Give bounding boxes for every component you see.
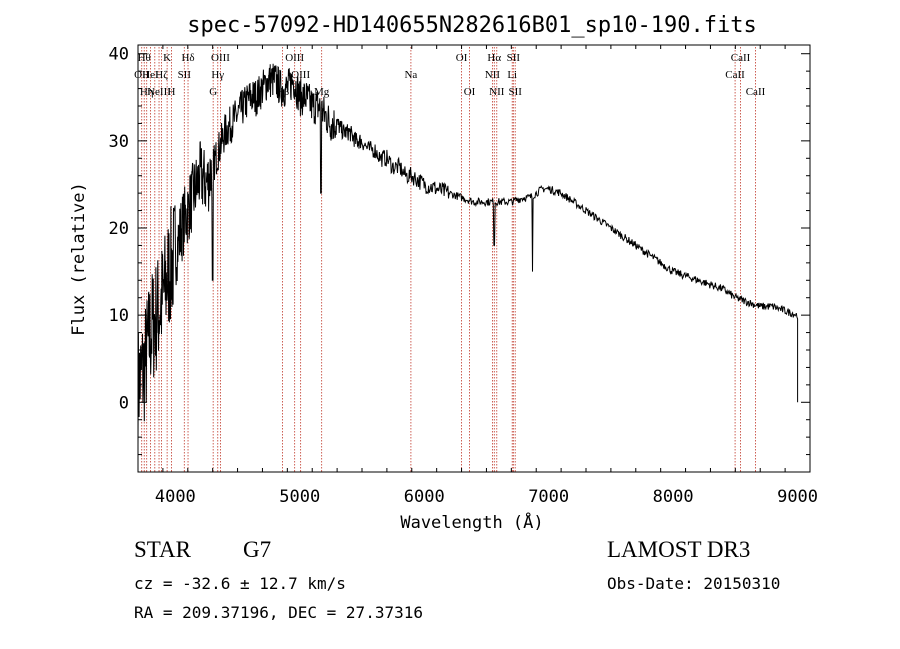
y-tick-label: 30 bbox=[109, 132, 129, 152]
line-marker-label: OIII bbox=[285, 52, 304, 64]
x-tick-label: 8000 bbox=[653, 487, 694, 507]
line-marker-label: Hθ bbox=[138, 52, 151, 64]
line-marker-label: NeIII bbox=[147, 86, 171, 98]
x-tick-label: 7000 bbox=[528, 487, 569, 507]
line-marker-label: SII bbox=[508, 86, 522, 98]
line-marker-label: OI bbox=[464, 86, 476, 98]
plot-frame bbox=[137, 44, 811, 473]
line-marker-labels: HθOIIHηHeINeIIIHζKHSIIHδGHγOIIIHβOIIIOII… bbox=[134, 52, 766, 98]
line-marker-label: H bbox=[167, 86, 175, 98]
line-marker-label: Li bbox=[507, 69, 517, 81]
line-marker-label: Hζ bbox=[155, 69, 168, 81]
x-tick-label: 9000 bbox=[777, 487, 818, 507]
spectral-subclass: G7 bbox=[243, 537, 272, 562]
line-marker-label: OIII bbox=[291, 69, 310, 81]
line-marker-label: NII bbox=[485, 69, 501, 81]
x-axis: 4000 5000 6000 7000 8000 9000 bbox=[137, 45, 818, 507]
line-markers bbox=[141, 47, 756, 472]
x-tick-label: 4000 bbox=[155, 487, 196, 507]
line-marker-label: NII bbox=[489, 86, 505, 98]
line-marker-label: Hη bbox=[140, 86, 154, 98]
chart-title: spec-57092-HD140655N282616B01_sp10-190.f… bbox=[187, 13, 757, 38]
y-tick-label: 20 bbox=[109, 219, 129, 239]
line-marker-label: G bbox=[209, 86, 217, 98]
spectrum-line bbox=[137, 63, 799, 446]
line-marker-label: Hδ bbox=[181, 52, 194, 64]
y-tick-label: 0 bbox=[119, 393, 129, 413]
x-tick-label: 5000 bbox=[279, 487, 320, 507]
line-marker-label: CaII bbox=[731, 52, 751, 64]
line-marker-label: Na bbox=[404, 69, 417, 81]
x-tick-label: 6000 bbox=[404, 487, 445, 507]
line-marker-label: Hγ bbox=[211, 69, 224, 81]
line-marker-label: CaII bbox=[746, 86, 766, 98]
line-marker-label: OIII bbox=[211, 52, 230, 64]
y-tick-label: 10 bbox=[109, 306, 129, 326]
coordinates: RA = 209.37196, DEC = 27.37316 bbox=[134, 603, 423, 622]
object-class: STAR bbox=[134, 537, 191, 562]
y-axis: 0 10 20 30 40 bbox=[109, 45, 810, 473]
y-axis-label: Flux (relative) bbox=[69, 182, 89, 336]
line-marker-label: SII bbox=[507, 52, 521, 64]
x-axis-label: Wavelength (Å) bbox=[400, 511, 543, 533]
line-marker-label: HeI bbox=[142, 69, 159, 81]
redshift-velocity: cz = -32.6 ± 12.7 km/s bbox=[134, 574, 346, 593]
line-marker-label: Hα bbox=[487, 52, 501, 64]
observation-date: Obs-Date: 20150310 bbox=[607, 574, 781, 593]
survey-name: LAMOST DR3 bbox=[607, 537, 751, 562]
line-marker-label: SII bbox=[178, 69, 192, 81]
line-marker-label: CaII bbox=[725, 69, 745, 81]
line-marker-label: OI bbox=[456, 52, 468, 64]
line-marker-label: K bbox=[163, 52, 171, 64]
y-tick-label: 40 bbox=[109, 45, 129, 65]
